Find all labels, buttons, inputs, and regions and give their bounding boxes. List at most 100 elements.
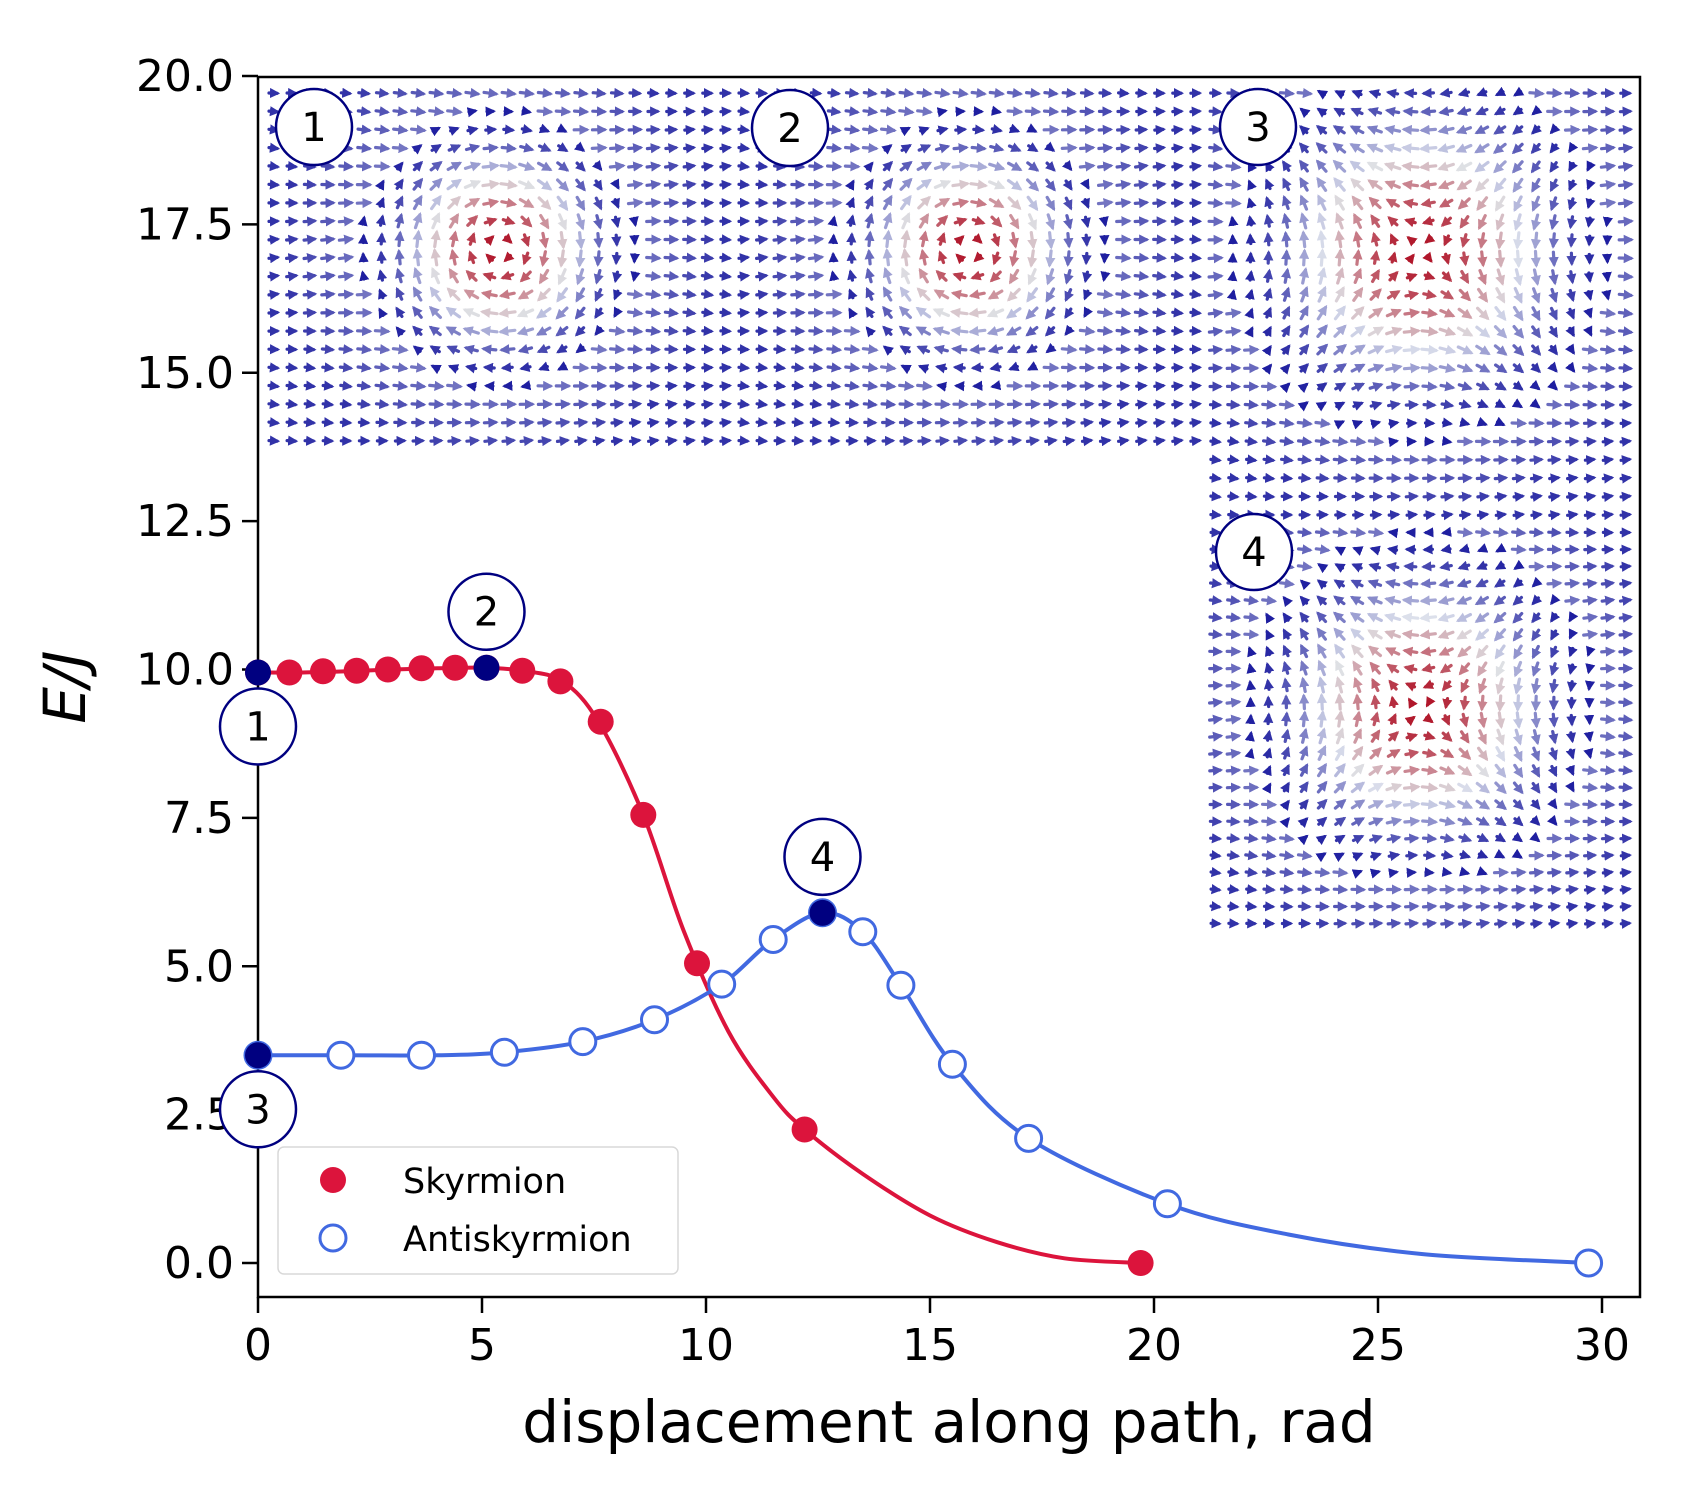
spin-arrow [864, 212, 875, 229]
spin-arrow [575, 287, 586, 303]
spin-arrow [1385, 766, 1402, 776]
spin-arrow [575, 213, 586, 231]
spin-arrow [808, 325, 824, 337]
spin-arrow [1458, 288, 1472, 302]
spin-arrow [1225, 697, 1242, 708]
spin-arrow [1475, 918, 1491, 929]
spin-arrow [1568, 611, 1579, 623]
spin-arrow [557, 213, 567, 231]
spin-arrow [1619, 436, 1633, 447]
spin-arrow [1369, 834, 1384, 845]
spin-arrow [1567, 215, 1578, 230]
spin-arrow [1476, 287, 1488, 303]
spin-arrow [952, 362, 966, 373]
spin-arrow [1279, 454, 1294, 465]
spin-arrow [719, 362, 733, 373]
spin-arrow [1333, 401, 1346, 412]
spin-arrow [303, 398, 317, 409]
spin-arrow [1583, 289, 1594, 301]
spin-arrow [862, 380, 879, 391]
spin-arrow [1495, 694, 1506, 713]
spin-arrow [1440, 543, 1452, 554]
spin-arrow [429, 126, 442, 137]
spin-arrow [917, 195, 931, 210]
spin-arrow [1582, 850, 1598, 861]
spin-arrow [557, 249, 568, 268]
spin-arrow [701, 143, 714, 154]
spin-arrow [1314, 436, 1331, 447]
spin-arrow [356, 380, 372, 391]
spin-arrow [1298, 781, 1309, 794]
spin-arrow [500, 142, 517, 154]
spin-arrow [1513, 746, 1523, 763]
spin-arrow [1441, 680, 1453, 692]
spin-arrow [1279, 436, 1295, 447]
spin-arrow [628, 399, 643, 410]
spin-arrow [1246, 215, 1257, 227]
spin-arrow [520, 124, 533, 135]
spin-arrow [1299, 595, 1311, 607]
spin-arrow [462, 326, 480, 337]
spin-arrow [1227, 454, 1240, 465]
spin-arrow [1419, 179, 1437, 190]
spin-arrow [1316, 744, 1327, 761]
spin-arrow [1007, 196, 1022, 211]
spin-arrow [374, 87, 390, 99]
spin-arrow [899, 286, 912, 302]
spin-arrow [1475, 344, 1491, 356]
spin-arrow [970, 197, 988, 208]
spin-arrow [1349, 160, 1365, 173]
spin-arrow [1402, 106, 1419, 117]
spin-arrow [302, 234, 318, 245]
spin-arrow [791, 362, 805, 373]
spin-arrow [302, 253, 318, 264]
spin-arrow [1044, 436, 1058, 447]
spin-arrow [1007, 142, 1022, 152]
spin-arrow [267, 106, 281, 117]
spin-arrow [357, 215, 368, 227]
spin-arrow [1061, 87, 1077, 99]
spin-arrow [1599, 143, 1616, 154]
spin-arrow [1494, 491, 1508, 502]
spin-arrow [608, 325, 626, 337]
legend-label-skyrmion: Skyrmion [403, 1162, 566, 1202]
spin-arrow [302, 179, 318, 190]
spin-arrow [1078, 143, 1096, 154]
spin-arrow [1280, 286, 1291, 302]
spin-arrow [1008, 361, 1020, 372]
spin-arrow [1367, 107, 1383, 117]
spin-arrow [502, 124, 516, 135]
spin-arrow [1460, 678, 1470, 694]
spin-arrow [355, 289, 373, 300]
spin-arrow [790, 234, 806, 245]
spin-arrow [1568, 160, 1578, 173]
spin-arrow [1460, 233, 1471, 248]
spin-arrow [1456, 179, 1472, 191]
spin-arrow [1384, 344, 1403, 355]
spin-arrow [1600, 362, 1616, 374]
spin-arrow [285, 362, 299, 373]
spin-arrow [1209, 561, 1222, 572]
spin-arrow [285, 234, 299, 245]
spin-arrow [1439, 833, 1455, 844]
spin-arrow [592, 179, 603, 191]
spin-arrow [1618, 362, 1634, 374]
spin-arrow [1617, 216, 1634, 227]
spin-arrow [1369, 868, 1382, 879]
spin-arrow [303, 380, 317, 391]
spin-arrow [1246, 197, 1257, 209]
spin-arrow [1264, 195, 1275, 209]
x-tick-label: 5 [468, 1320, 496, 1371]
spin-arrow [663, 325, 679, 336]
spin-arrow [991, 251, 1002, 266]
spin-arrow [790, 289, 806, 300]
spin-arrow [556, 195, 569, 212]
spin-arrow [989, 270, 1002, 283]
spin-arrow [1368, 527, 1385, 538]
spin-arrow [1438, 363, 1457, 374]
spin-arrow [1227, 901, 1240, 912]
spin-arrow [1332, 527, 1349, 538]
spin-arrow [682, 252, 697, 263]
point-badge-label: 4 [810, 835, 835, 881]
spin-arrow [1420, 363, 1439, 374]
